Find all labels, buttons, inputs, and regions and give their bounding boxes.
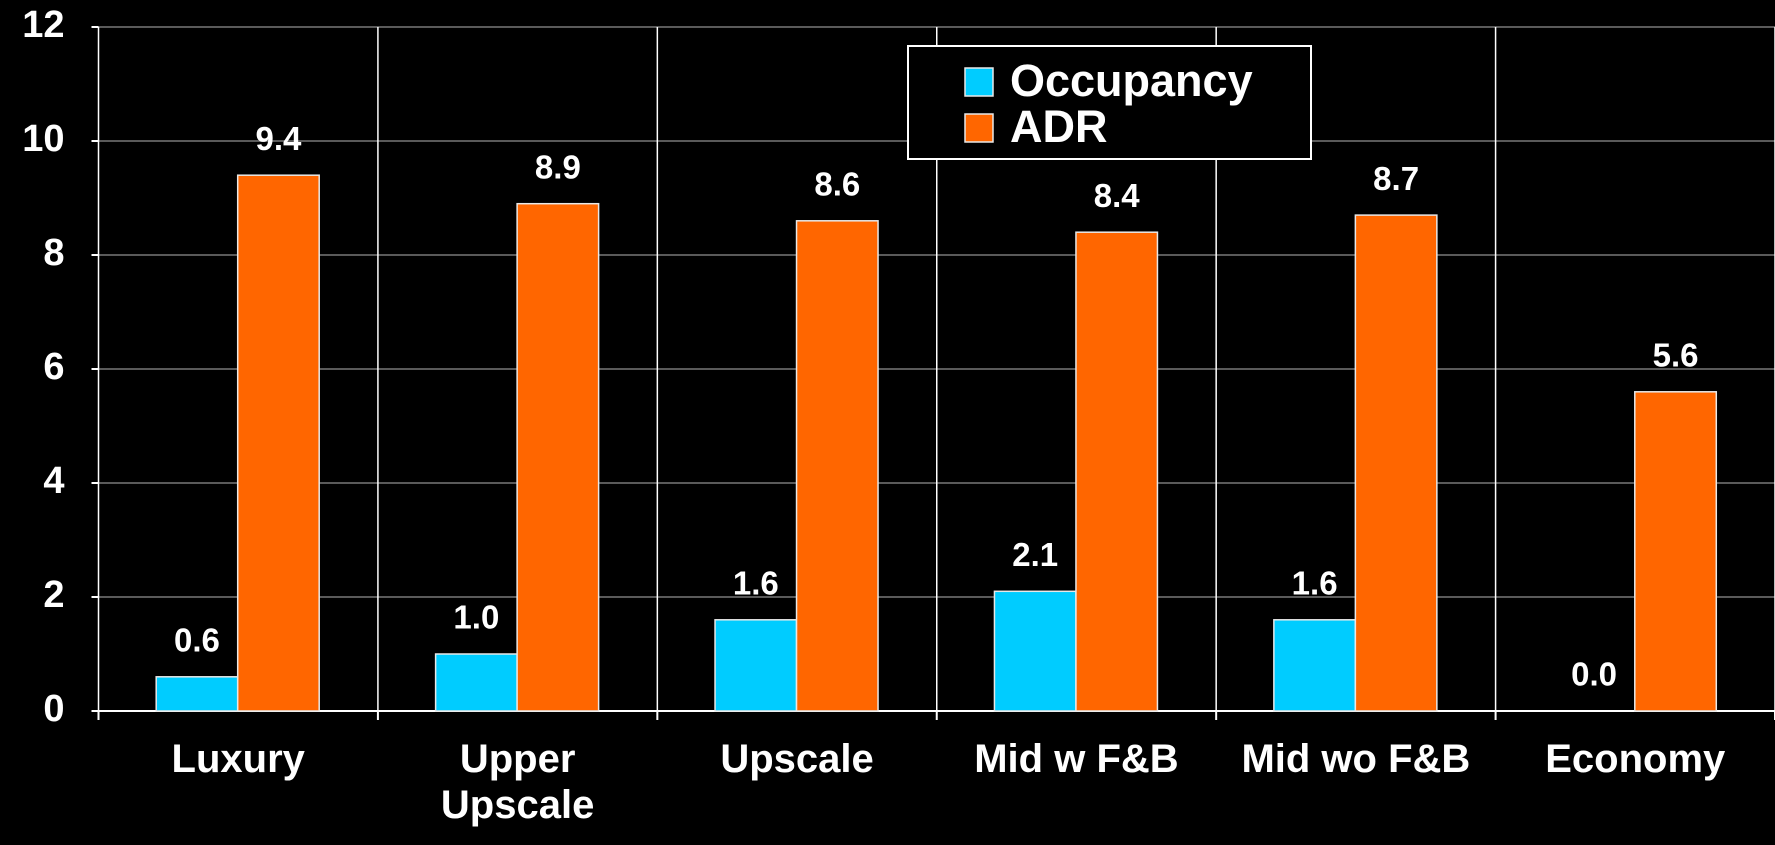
data-label: 8.7 (1373, 160, 1419, 197)
legend-box (907, 45, 1312, 160)
legend-label: Occupancy (1010, 55, 1253, 106)
y-tick-label: 10 (22, 118, 64, 160)
bar (795, 220, 879, 712)
legend-label: ADR (1010, 101, 1108, 152)
legend-swatch (964, 67, 994, 97)
data-label: 1.6 (733, 565, 779, 602)
bar (155, 676, 239, 712)
bar (1634, 391, 1718, 712)
y-tick-label: 0 (43, 688, 64, 730)
data-label: 1.0 (453, 599, 499, 636)
x-tick-label: Mid wo F&B (1241, 737, 1471, 781)
data-label: 8.6 (814, 166, 860, 203)
y-tick-label: 8 (43, 232, 64, 274)
bar (1354, 214, 1438, 712)
y-tick-label: 2 (43, 574, 64, 616)
x-tick-label-box: Mid wo F&B (1241, 737, 1471, 781)
x-tick-label: Economy (1545, 737, 1726, 781)
y-tick-label: 6 (43, 346, 64, 388)
bar (1075, 231, 1159, 712)
x-tick-label-box: Upscale (720, 737, 874, 781)
y-tick-label: 4 (43, 460, 64, 502)
bar (714, 619, 798, 712)
x-tick-label-box: Upper Upscale (440, 737, 595, 827)
x-tick-label: Mid w F&B (974, 737, 1179, 781)
bar (434, 653, 518, 712)
x-tick-label-box: Mid w F&B (974, 737, 1179, 781)
x-tick-label-box: Economy (1545, 737, 1726, 781)
bar (236, 174, 320, 712)
data-label: 8.9 (535, 148, 581, 185)
data-label: 9.4 (256, 120, 303, 157)
bar (516, 202, 600, 712)
bar (1273, 619, 1357, 712)
data-label: 2.1 (1012, 536, 1058, 573)
legend-swatch (964, 113, 994, 143)
data-label: 0.0 (1571, 656, 1617, 693)
x-tick-label: Upscale (720, 737, 874, 781)
x-tick-label: Luxury (171, 737, 305, 781)
bar (993, 590, 1077, 712)
data-label: 5.6 (1653, 337, 1699, 374)
x-tick-label: Upper Upscale (440, 737, 595, 827)
data-label: 1.6 (1292, 565, 1338, 602)
x-tick-label-box: Luxury (171, 737, 305, 781)
data-label: 0.6 (174, 622, 220, 659)
data-label: 8.4 (1094, 177, 1141, 214)
y-tick-label: 12 (22, 4, 64, 46)
